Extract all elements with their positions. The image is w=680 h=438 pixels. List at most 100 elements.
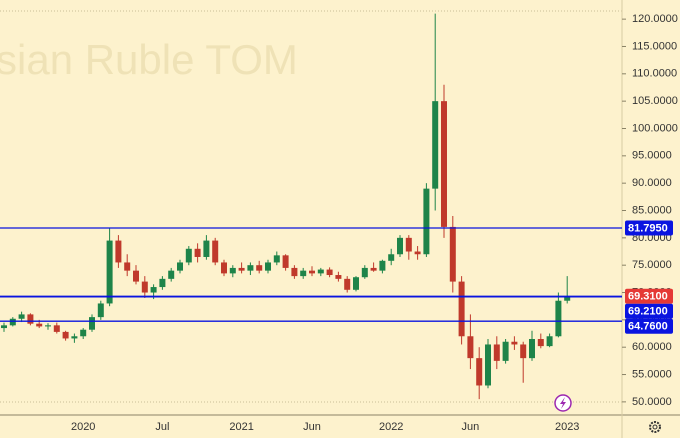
candle-body <box>309 270 315 274</box>
candle-body <box>317 269 324 274</box>
level-label-box <box>625 220 673 236</box>
y-tick-label: 115.0000 <box>632 40 677 52</box>
candle-body <box>326 269 333 276</box>
candle-body <box>168 270 175 279</box>
candle-body <box>273 255 280 263</box>
y-tick-label: 60.0000 <box>632 341 672 353</box>
level-label: 69.2100 <box>628 306 668 318</box>
live-icon[interactable] <box>554 394 572 412</box>
candle-body <box>97 303 104 318</box>
x-tick-label: 2022 <box>379 421 403 433</box>
x-tick-label: 2023 <box>555 421 579 433</box>
y-tick-label: 50.0000 <box>632 396 672 408</box>
candle-body <box>379 260 386 271</box>
live-icon-bolt[interactable] <box>560 397 566 409</box>
candle-body <box>203 240 210 257</box>
candle-body <box>133 270 139 282</box>
level-label-box <box>625 303 673 319</box>
candle-body <box>555 300 562 337</box>
candle-body <box>27 314 34 324</box>
candle-body <box>441 101 447 227</box>
y-tick-label: 110.0000 <box>632 68 677 80</box>
candle-body <box>493 344 500 361</box>
y-tick-label: 85.0000 <box>632 204 672 216</box>
candle-body <box>502 341 509 361</box>
candle-body <box>335 275 342 279</box>
candle-body <box>397 237 403 255</box>
candle-body <box>247 265 254 271</box>
candle-body <box>159 278 166 288</box>
candle-body <box>520 344 527 359</box>
watermark-title: sian Ruble TOM <box>0 36 298 83</box>
candle-body <box>212 240 219 263</box>
candle-body <box>282 255 289 268</box>
candle-body <box>370 267 377 271</box>
candle-body <box>361 267 368 278</box>
x-tick-label: Jun <box>303 421 321 433</box>
candle-body <box>300 270 307 277</box>
candle-body <box>238 267 245 271</box>
candle-body <box>80 329 87 337</box>
level-label: 64.7600 <box>628 321 668 333</box>
candle-body <box>511 341 518 345</box>
candle-body <box>564 296 571 301</box>
candle-body <box>36 323 43 327</box>
y-tick-label: 100.0000 <box>632 122 678 134</box>
y-tick-label: 55.0000 <box>632 368 672 380</box>
candle-body <box>124 262 131 271</box>
plot <box>1 13 571 400</box>
candle-body <box>353 277 359 290</box>
candle-body <box>71 336 78 339</box>
x-tick-label: 2021 <box>229 421 253 433</box>
y-tick-label: 120.0000 <box>632 13 678 25</box>
level-label: 69.3100 <box>628 291 668 303</box>
gear-inner[interactable] <box>652 424 658 430</box>
candle-body <box>53 325 60 332</box>
level-label-box <box>625 288 673 304</box>
candle-body <box>423 188 430 255</box>
candle-body <box>221 262 227 274</box>
candle-body <box>141 281 148 293</box>
candle-body <box>537 338 544 347</box>
y-tick-label: 105.0000 <box>632 95 678 107</box>
level-label-box <box>625 318 673 334</box>
candle-body <box>546 336 553 347</box>
candle-body <box>476 358 483 386</box>
y-tick-label: 75.0000 <box>632 259 672 271</box>
candle-body <box>405 237 412 252</box>
candle-body <box>9 318 16 326</box>
candle-body <box>229 267 236 274</box>
y-tick-label: 90.0000 <box>632 177 672 189</box>
candle-body <box>150 287 157 293</box>
gear-outer[interactable] <box>649 421 661 433</box>
candle-body <box>106 240 113 304</box>
candle-body <box>467 336 474 359</box>
candle-body <box>194 248 201 257</box>
candle-body <box>18 314 25 319</box>
candle-body <box>529 338 535 359</box>
candle-body <box>256 265 263 271</box>
candle-body <box>45 325 51 327</box>
candle-body <box>89 317 95 330</box>
x-tick-label: 2020 <box>71 421 95 433</box>
candle-body <box>485 344 491 386</box>
level-label: 81.7950 <box>628 222 668 234</box>
candle-body <box>291 267 298 277</box>
candle-body <box>449 226 456 282</box>
x-tick-label: Jul <box>155 421 169 433</box>
candle-body <box>432 101 439 189</box>
candle-body <box>185 248 192 263</box>
candle-body <box>62 331 69 339</box>
candle-body <box>115 240 122 263</box>
x-tick-label: Jun <box>462 421 480 433</box>
candle-body <box>1 325 7 329</box>
y-tick-label: 95.0000 <box>632 150 672 162</box>
candle-body <box>414 251 421 255</box>
candle-body <box>177 262 183 271</box>
settings-icon[interactable] <box>649 421 661 433</box>
candle-body <box>265 262 271 271</box>
candle-body <box>344 278 351 290</box>
